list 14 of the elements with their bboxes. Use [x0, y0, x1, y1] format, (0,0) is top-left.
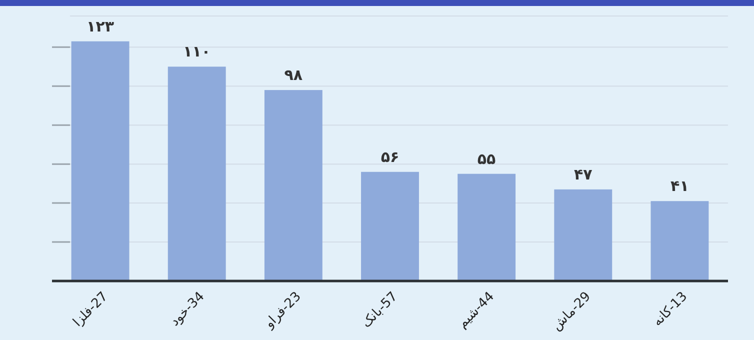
x-tick-label: 13-کانه — [650, 289, 691, 330]
x-tick-label: 27-فلزا — [70, 289, 112, 330]
x-tick-label: 57-بانک — [359, 289, 401, 331]
data-label: ۱۲۳ — [86, 17, 114, 36]
data-label: ۱۱۰ — [183, 42, 211, 61]
x-tick-label: 34-خود — [168, 289, 208, 330]
data-label: ۵۶ — [380, 148, 400, 166]
data-label: ۹۸ — [284, 66, 303, 84]
data-label: ۴۷ — [574, 165, 592, 184]
data-label: ۵۵ — [477, 150, 496, 168]
x-tick-label: 29-ماش — [549, 289, 594, 334]
x-tick-label: 23-فراو — [261, 289, 304, 332]
x-tick-label: 44-شیم — [455, 289, 498, 332]
data-label: ۴۱ — [670, 177, 689, 196]
